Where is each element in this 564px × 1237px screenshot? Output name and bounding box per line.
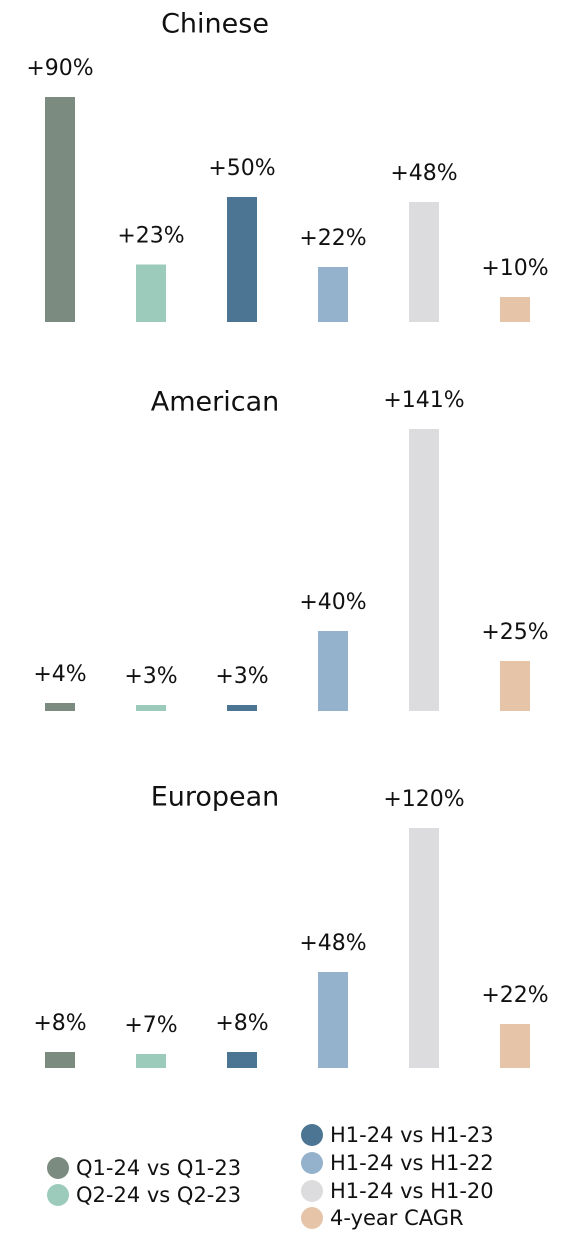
value-label: +120% bbox=[383, 787, 464, 812]
bar bbox=[500, 1024, 530, 1068]
legend-swatch bbox=[301, 1207, 323, 1229]
legend-swatch bbox=[301, 1180, 323, 1202]
bar bbox=[136, 264, 166, 322]
value-label: +10% bbox=[481, 256, 548, 281]
bar bbox=[227, 197, 257, 322]
value-label: +7% bbox=[124, 1013, 177, 1038]
value-label: +3% bbox=[124, 664, 177, 689]
legend-swatch bbox=[47, 1157, 69, 1179]
bar bbox=[318, 631, 348, 711]
panel-title: Chinese bbox=[161, 9, 269, 40]
bar bbox=[136, 705, 166, 711]
value-label: +8% bbox=[33, 1011, 86, 1036]
value-label: +4% bbox=[33, 662, 86, 687]
value-label: +90% bbox=[26, 56, 93, 81]
legend-label: H1-24 vs H1-22 bbox=[330, 1151, 494, 1175]
legend-swatch bbox=[301, 1152, 323, 1174]
bar bbox=[45, 703, 75, 711]
bar bbox=[318, 267, 348, 322]
value-label: +48% bbox=[299, 931, 366, 956]
bar bbox=[318, 972, 348, 1068]
bar bbox=[227, 1052, 257, 1068]
value-label: +22% bbox=[299, 226, 366, 251]
legend-label: Q1-24 vs Q1-23 bbox=[76, 1156, 241, 1180]
value-label: +40% bbox=[299, 590, 366, 615]
panel-title: American bbox=[151, 387, 280, 418]
legend-label: Q2-24 vs Q2-23 bbox=[76, 1183, 241, 1207]
bar bbox=[409, 202, 439, 322]
bar bbox=[227, 705, 257, 711]
value-label: +48% bbox=[390, 161, 457, 186]
bar bbox=[409, 429, 439, 711]
value-label: +3% bbox=[215, 664, 268, 689]
value-label: +25% bbox=[481, 620, 548, 645]
bar bbox=[500, 297, 530, 322]
value-label: +8% bbox=[215, 1011, 268, 1036]
bar bbox=[500, 661, 530, 711]
legend-label: 4-year CAGR bbox=[330, 1206, 464, 1230]
value-label: +23% bbox=[117, 224, 184, 249]
panel-title: European bbox=[151, 782, 280, 813]
bar bbox=[409, 828, 439, 1068]
bar bbox=[136, 1054, 166, 1068]
legend-label: H1-24 vs H1-20 bbox=[330, 1179, 494, 1203]
legend-swatch bbox=[47, 1184, 69, 1206]
bar bbox=[45, 1052, 75, 1068]
legend-swatch bbox=[301, 1124, 323, 1146]
value-label: +50% bbox=[208, 156, 275, 181]
legend-label: H1-24 vs H1-23 bbox=[330, 1123, 494, 1147]
value-label: +141% bbox=[383, 388, 464, 413]
value-label: +22% bbox=[481, 983, 548, 1008]
bar bbox=[45, 97, 75, 322]
